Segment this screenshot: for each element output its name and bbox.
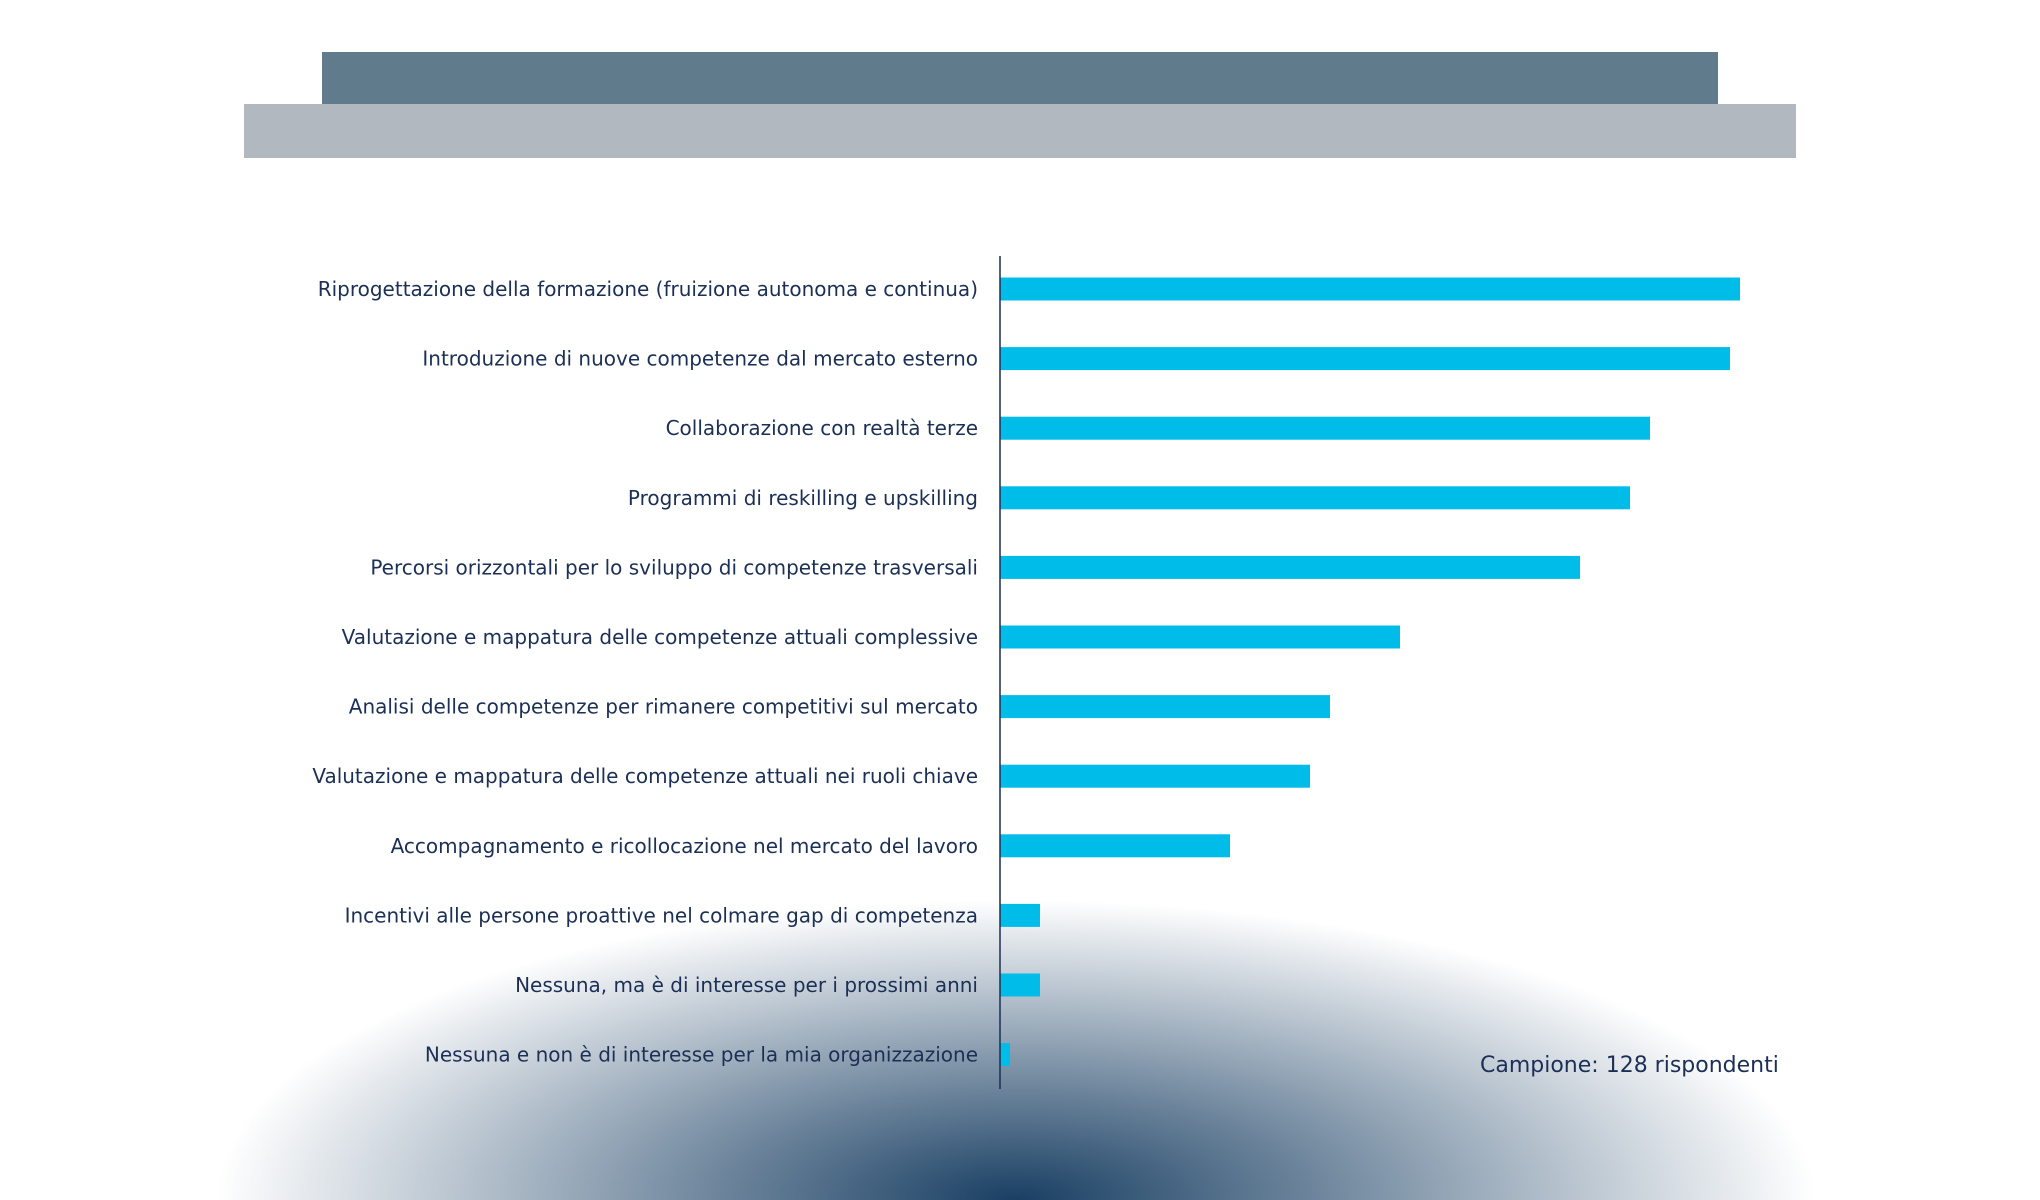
- category-label: Incentivi alle persone proattive nel col…: [345, 903, 978, 927]
- category-label: Collaborazione con realtà terze: [666, 416, 978, 440]
- bar: [1000, 416, 1650, 440]
- category-label: Analisi delle competenze per rimanere co…: [349, 695, 978, 719]
- bar: [1000, 277, 1740, 301]
- bar: [1000, 903, 1040, 927]
- bottom-shadow: [216, 900, 1816, 1200]
- category-label: Riprogettazione della formazione (fruizi…: [318, 277, 978, 301]
- sample-annotation: Campione: 128 rispondenti: [1480, 1053, 1779, 1078]
- category-label: Percorsi orizzontali per lo sviluppo di …: [370, 555, 978, 579]
- category-label: Nessuna e non è di interesse per la mia …: [425, 1043, 978, 1067]
- bar: [1000, 555, 1580, 579]
- bar: [1000, 486, 1630, 510]
- category-label: Nessuna, ma è di interesse per i prossim…: [515, 973, 978, 997]
- category-label: Programmi di reskilling e upskilling: [628, 486, 978, 510]
- chart-card: Riprogettazione della formazione (fruizi…: [156, 158, 1884, 1200]
- category-label: Valutazione e mappatura delle competenze…: [342, 625, 978, 649]
- bar: [1000, 834, 1230, 858]
- bar: [1000, 1043, 1010, 1067]
- bar: [1000, 625, 1400, 649]
- category-label: Introduzione di nuove competenze dal mer…: [422, 347, 978, 371]
- background-card-back: [322, 52, 1718, 112]
- background-card-middle: [244, 104, 1796, 164]
- category-label: Valutazione e mappatura delle competenze…: [312, 764, 978, 788]
- bar: [1000, 973, 1040, 997]
- category-label: Accompagnamento e ricollocazione nel mer…: [391, 834, 978, 858]
- bar: [1000, 764, 1310, 788]
- bar-chart: Riprogettazione della formazione (fruizi…: [312, 256, 1779, 1089]
- bar: [1000, 695, 1330, 719]
- bar: [1000, 347, 1730, 371]
